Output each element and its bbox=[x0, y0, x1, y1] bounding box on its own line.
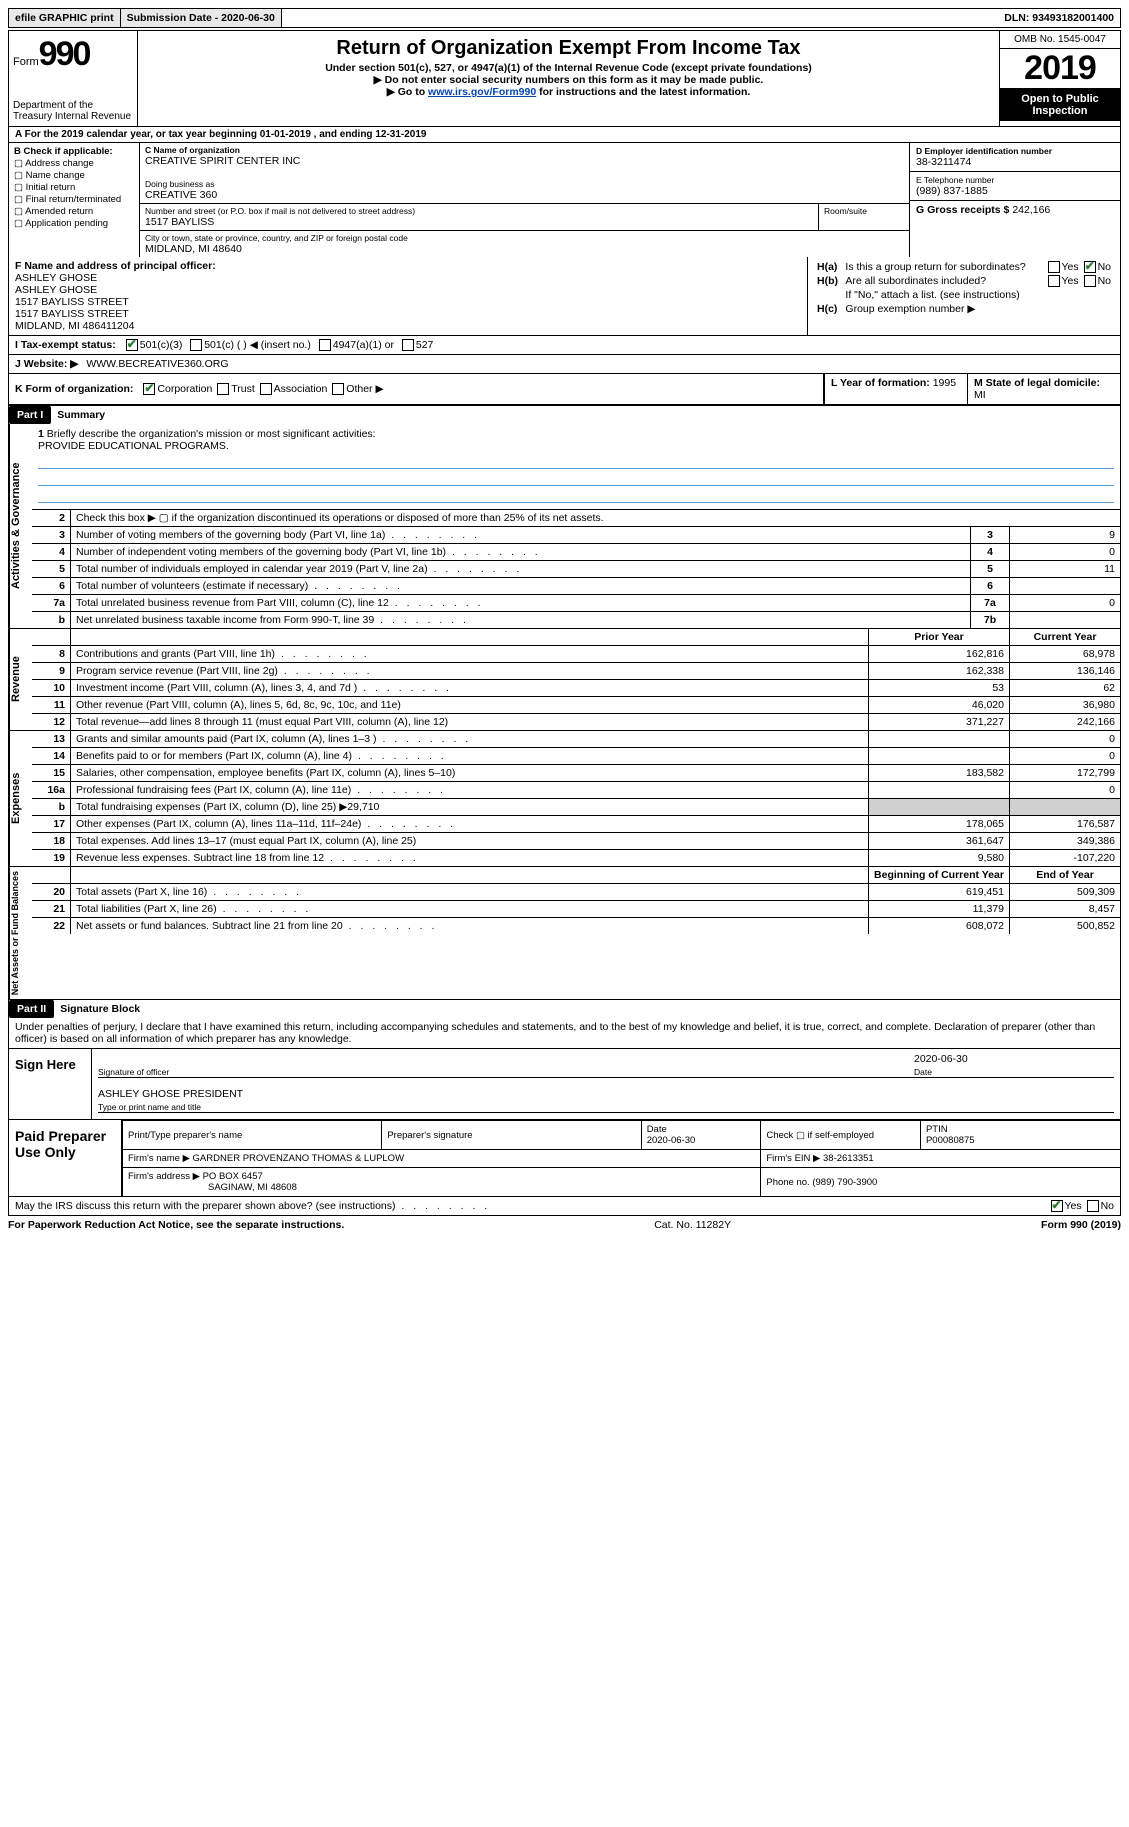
gross-receipts: 242,166 bbox=[1012, 204, 1050, 216]
governance-table: 2Check this box ▶ ▢ if the organization … bbox=[32, 509, 1120, 628]
hb-yes[interactable] bbox=[1048, 275, 1060, 287]
tax-year: 2019 bbox=[1000, 49, 1120, 89]
line-j: J Website: ▶ WWW.BECREATIVE360.ORG bbox=[8, 355, 1121, 374]
line-a: A For the 2019 calendar year, or tax yea… bbox=[8, 127, 1121, 143]
netassets-table: Beginning of Current YearEnd of Year 20T… bbox=[32, 867, 1120, 934]
firm-name: GARDNER PROVENZANO THOMAS & LUPLOW bbox=[193, 1153, 405, 1164]
chk-other[interactable] bbox=[332, 383, 344, 395]
line-i: I Tax-exempt status: 501(c)(3) 501(c) ( … bbox=[8, 336, 1121, 355]
section-fh: F Name and address of principal officer:… bbox=[8, 257, 1121, 336]
cat-no: Cat. No. 11282Y bbox=[344, 1219, 1041, 1231]
form-ref: Form 990 (2019) bbox=[1041, 1219, 1121, 1231]
officer-name: ASHLEY GHOSE PRESIDENT bbox=[98, 1088, 1114, 1100]
chk-final[interactable]: ▢ Final return/terminated bbox=[14, 194, 134, 205]
part2-title: Signature Block bbox=[54, 1000, 146, 1018]
section-c: C Name of organization CREATIVE SPIRIT C… bbox=[140, 143, 909, 257]
year-formation: 1995 bbox=[933, 377, 956, 389]
section-b: B Check if applicable: ▢ Address change … bbox=[9, 143, 140, 257]
discuss-no[interactable] bbox=[1087, 1200, 1099, 1212]
paid-preparer-label: Paid Preparer Use Only bbox=[9, 1120, 122, 1196]
omb-number: OMB No. 1545-0047 bbox=[1000, 31, 1120, 49]
chk-501c[interactable] bbox=[190, 339, 202, 351]
street: 1517 BAYLISS bbox=[145, 216, 813, 228]
state-domicile: MI bbox=[974, 389, 986, 401]
chk-name[interactable]: ▢ Name change bbox=[14, 170, 134, 181]
chk-527[interactable] bbox=[402, 339, 414, 351]
vtab-revenue: Revenue bbox=[9, 629, 32, 730]
paperwork-notice: For Paperwork Reduction Act Notice, see … bbox=[8, 1219, 344, 1231]
note-goto: ▶ Go to www.irs.gov/Form990 for instruct… bbox=[142, 86, 995, 98]
part1-header: Part I Summary bbox=[8, 405, 1121, 424]
section-b-to-g: B Check if applicable: ▢ Address change … bbox=[8, 143, 1121, 257]
sign-here-label: Sign Here bbox=[9, 1049, 92, 1119]
declaration: Under penalties of perjury, I declare th… bbox=[9, 1018, 1120, 1049]
form-id-block: Form990 Department of the Treasury Inter… bbox=[9, 31, 138, 126]
chk-501c3[interactable] bbox=[126, 339, 138, 351]
chk-amended[interactable]: ▢ Amended return bbox=[14, 206, 134, 217]
department: Department of the Treasury Internal Reve… bbox=[13, 100, 133, 122]
form-number: 990 bbox=[39, 35, 90, 73]
line-k: K Form of organization: Corporation Trus… bbox=[8, 374, 824, 405]
form-word: Form bbox=[13, 56, 39, 68]
top-bar: efile GRAPHIC print Submission Date - 20… bbox=[8, 8, 1121, 28]
revenue-table: Prior YearCurrent Year 8Contributions an… bbox=[32, 629, 1120, 730]
chk-address[interactable]: ▢ Address change bbox=[14, 158, 134, 169]
header-title-block: Return of Organization Exempt From Incom… bbox=[138, 31, 1000, 126]
dln: DLN: 93493182001400 bbox=[998, 9, 1120, 27]
phone: (989) 837-1885 bbox=[916, 185, 1114, 197]
ptin: P00080875 bbox=[926, 1135, 975, 1146]
ha-no[interactable] bbox=[1084, 261, 1096, 273]
org-name: CREATIVE SPIRIT CENTER INC bbox=[145, 155, 904, 167]
chk-initial[interactable]: ▢ Initial return bbox=[14, 182, 134, 193]
firm-phone: (989) 790-3900 bbox=[812, 1177, 877, 1188]
part2-header: Part II Signature Block bbox=[8, 1000, 1121, 1018]
part1-bar: Part I bbox=[9, 406, 51, 424]
governance-section: Activities & Governance 1 Briefly descri… bbox=[8, 424, 1121, 629]
part1-title: Summary bbox=[51, 406, 111, 424]
discuss-yes[interactable] bbox=[1051, 1200, 1063, 1212]
vtab-governance: Activities & Governance bbox=[9, 424, 32, 628]
sig-date: 2020-06-30 bbox=[914, 1053, 1114, 1065]
note-ssn: ▶ Do not enter social security numbers o… bbox=[142, 74, 995, 86]
chk-trust[interactable] bbox=[217, 383, 229, 395]
efile-button[interactable]: efile GRAPHIC print bbox=[9, 9, 121, 27]
signature-block: Under penalties of perjury, I declare th… bbox=[8, 1018, 1121, 1197]
section-h: H(a) Is this a group return for subordin… bbox=[807, 257, 1120, 335]
city: MIDLAND, MI 48640 bbox=[145, 243, 904, 255]
irs-discuss-line: May the IRS discuss this return with the… bbox=[8, 1197, 1121, 1216]
hb-no[interactable] bbox=[1084, 275, 1096, 287]
section-f: F Name and address of principal officer:… bbox=[9, 257, 807, 335]
form-title: Return of Organization Exempt From Incom… bbox=[142, 37, 995, 60]
vtab-expenses: Expenses bbox=[9, 731, 32, 866]
chk-4947[interactable] bbox=[319, 339, 331, 351]
expenses-section: Expenses 13Grants and similar amounts pa… bbox=[8, 731, 1121, 867]
page-footer: For Paperwork Reduction Act Notice, see … bbox=[8, 1216, 1121, 1234]
section-deg: D Employer identification number 38-3211… bbox=[909, 143, 1120, 257]
website: WWW.BECREATIVE360.ORG bbox=[86, 358, 228, 370]
ein: 38-3211474 bbox=[916, 156, 1114, 168]
revenue-section: Revenue Prior YearCurrent Year 8Contribu… bbox=[8, 629, 1121, 731]
firm-ein: 38-2613351 bbox=[823, 1153, 874, 1164]
vtab-netassets: Net Assets or Fund Balances bbox=[9, 867, 32, 999]
line-lm: L Year of formation: 1995 M State of leg… bbox=[824, 374, 1121, 405]
preparer-table: Print/Type preparer's name Preparer's si… bbox=[122, 1120, 1120, 1196]
dba: CREATIVE 360 bbox=[145, 189, 904, 201]
form-header: Form990 Department of the Treasury Inter… bbox=[8, 30, 1121, 127]
chk-corp[interactable] bbox=[143, 383, 155, 395]
part2-bar: Part II bbox=[9, 1000, 54, 1018]
expenses-table: 13Grants and similar amounts paid (Part … bbox=[32, 731, 1120, 866]
submission-date: Submission Date - 2020-06-30 bbox=[121, 9, 282, 27]
subtitle: Under section 501(c), 527, or 4947(a)(1)… bbox=[142, 62, 995, 74]
irs-link[interactable]: www.irs.gov/Form990 bbox=[428, 86, 536, 98]
header-right-block: OMB No. 1545-0047 2019 Open to Public In… bbox=[1000, 31, 1120, 126]
ha-yes[interactable] bbox=[1048, 261, 1060, 273]
chk-assoc[interactable] bbox=[260, 383, 272, 395]
netassets-section: Net Assets or Fund Balances Beginning of… bbox=[8, 867, 1121, 1000]
open-inspection: Open to Public Inspection bbox=[1000, 89, 1120, 121]
mission-block: 1 Briefly describe the organization's mi… bbox=[32, 424, 1120, 509]
chk-pending[interactable]: ▢ Application pending bbox=[14, 218, 134, 229]
mission-text: PROVIDE EDUCATIONAL PROGRAMS. bbox=[38, 440, 229, 452]
